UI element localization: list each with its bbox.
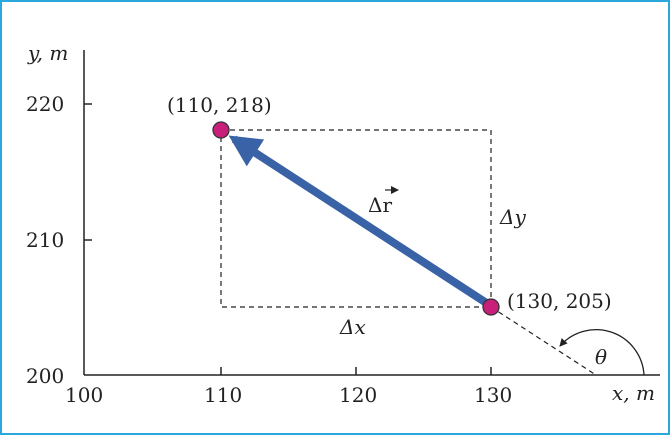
- point-start-label: (130, 205): [507, 289, 612, 313]
- component-rectangle: [220, 129, 492, 308]
- angle-arc: [559, 329, 645, 376]
- y-axis-label: y, m: [27, 41, 68, 65]
- y-tick-label-200: 200: [26, 364, 64, 388]
- extension-line: [490, 306, 597, 376]
- delta-x-label: Δx: [339, 315, 366, 339]
- x-tick-label-110: 110: [204, 383, 242, 407]
- delta-y-label: Δy: [499, 205, 526, 229]
- y-tick-label-220: 220: [26, 92, 64, 116]
- y-tick-label-210: 210: [26, 228, 64, 252]
- displacement-label: Δr: [368, 193, 392, 217]
- x-axis-label: x, m: [612, 381, 655, 405]
- delta-r-text: Δr: [368, 193, 392, 217]
- point-start: [482, 298, 500, 316]
- point-end-label: (110, 218): [167, 93, 272, 117]
- point-end: [212, 121, 230, 139]
- x-tick-label-120: 120: [339, 383, 377, 407]
- displacement-arrow: [228, 135, 491, 308]
- x-tick-label-130: 130: [474, 383, 512, 407]
- x-tick-label-100: 100: [65, 383, 103, 407]
- theta-label: θ: [595, 345, 607, 369]
